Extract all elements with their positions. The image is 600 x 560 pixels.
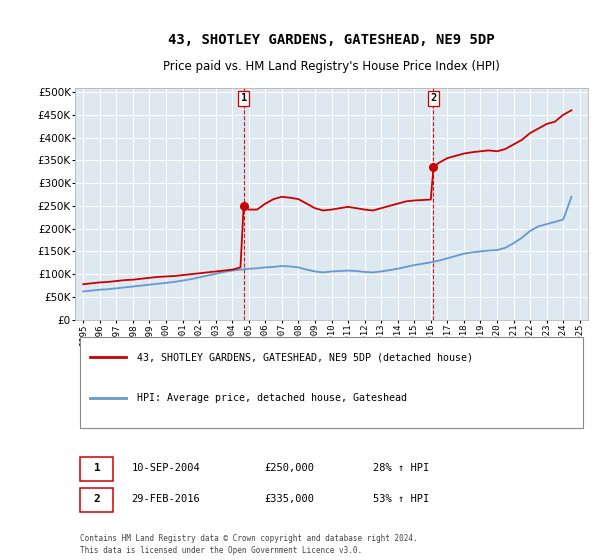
Text: Price paid vs. HM Land Registry's House Price Index (HPI): Price paid vs. HM Land Registry's House …	[163, 60, 500, 73]
Text: 43, SHOTLEY GARDENS, GATESHEAD, NE9 5DP: 43, SHOTLEY GARDENS, GATESHEAD, NE9 5DP	[168, 34, 495, 48]
Text: 1: 1	[94, 463, 100, 473]
Text: 1: 1	[241, 94, 247, 104]
Text: 29-FEB-2016: 29-FEB-2016	[131, 494, 200, 504]
Text: Contains HM Land Registry data © Crown copyright and database right 2024.
This d: Contains HM Land Registry data © Crown c…	[80, 534, 418, 555]
Text: HPI: Average price, detached house, Gateshead: HPI: Average price, detached house, Gate…	[137, 393, 407, 403]
Text: £335,000: £335,000	[265, 494, 315, 504]
Text: 28% ↑ HPI: 28% ↑ HPI	[373, 463, 429, 473]
Text: 53% ↑ HPI: 53% ↑ HPI	[373, 494, 429, 504]
FancyBboxPatch shape	[80, 457, 113, 481]
Text: 2: 2	[94, 494, 100, 504]
Text: 2: 2	[430, 94, 437, 104]
FancyBboxPatch shape	[80, 337, 583, 428]
Text: 10-SEP-2004: 10-SEP-2004	[131, 463, 200, 473]
Text: £250,000: £250,000	[265, 463, 315, 473]
Text: 43, SHOTLEY GARDENS, GATESHEAD, NE9 5DP (detached house): 43, SHOTLEY GARDENS, GATESHEAD, NE9 5DP …	[137, 352, 473, 362]
FancyBboxPatch shape	[80, 488, 113, 512]
